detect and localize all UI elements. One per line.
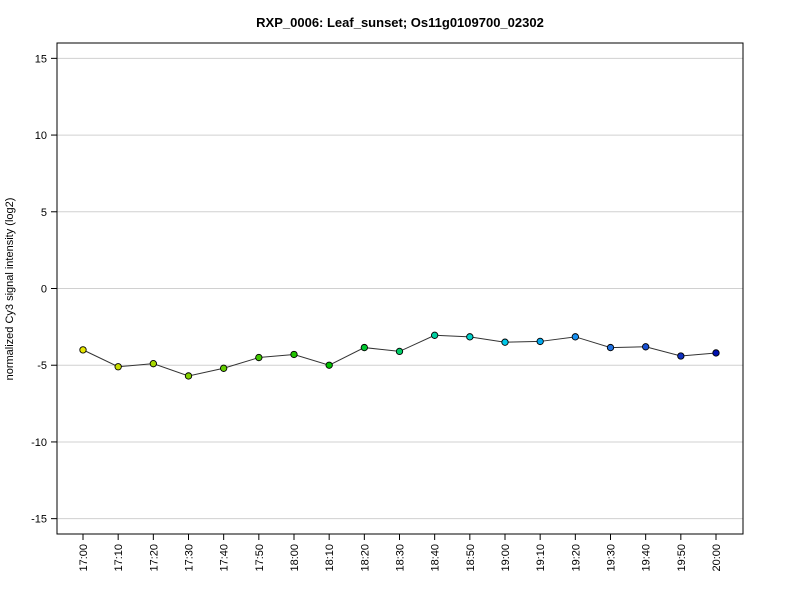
y-tick-label: 10 — [35, 130, 47, 142]
data-point — [220, 364, 228, 372]
x-tick-label: 17:10 — [113, 544, 125, 572]
x-tick-label: 17:40 — [219, 544, 231, 572]
chart-title: RXP_0006: Leaf_sunset; Os11g0109700_0230… — [256, 15, 544, 30]
data-point — [642, 343, 650, 351]
x-tick-label: 18:50 — [465, 544, 477, 572]
data-point — [360, 343, 368, 352]
data-point — [325, 361, 333, 369]
data-point — [501, 338, 509, 346]
x-tick-label: 20:00 — [711, 544, 723, 572]
series-line — [82, 334, 717, 377]
data-point — [712, 349, 720, 357]
data-point — [571, 333, 579, 341]
data-point — [184, 372, 193, 380]
data-point — [677, 352, 685, 360]
data-point — [466, 333, 474, 341]
data-point — [536, 337, 544, 346]
data-point — [395, 347, 404, 356]
data-point — [606, 343, 615, 352]
y-axis-label: normalized Cy3 signal intensity (log2) — [4, 198, 16, 381]
y-axis: -15 -10 -5 0 5 10 15 — [31, 53, 57, 526]
data-point — [79, 346, 87, 354]
y-tick-label: -5 — [37, 360, 47, 372]
x-tick-label: 19:10 — [535, 544, 547, 572]
data-point — [290, 350, 298, 359]
x-tick-label: 18:30 — [395, 544, 407, 572]
data-point — [431, 331, 439, 339]
x-tick-label: 18:10 — [324, 544, 336, 572]
y-tick-label: -10 — [31, 437, 47, 449]
gridlines — [57, 57, 743, 520]
y-tick-label: 0 — [41, 284, 47, 296]
data-line — [82, 334, 717, 377]
y-tick-label: -15 — [31, 514, 47, 526]
x-tick-label: 18:40 — [430, 544, 442, 572]
y-tick-label: 5 — [41, 207, 47, 219]
x-tick-label: 18:20 — [359, 544, 371, 572]
x-tick-label: 17:50 — [254, 544, 266, 572]
data-point — [255, 353, 263, 362]
x-axis: 17:00 17:10 17:20 17:30 17:40 17:50 18:00 18:10… — [78, 534, 723, 572]
x-tick-label: 19:40 — [641, 544, 653, 572]
x-tick-label: 19:00 — [500, 544, 512, 572]
x-tick-label: 19:50 — [676, 544, 688, 572]
x-tick-label: 17:00 — [78, 544, 90, 572]
x-tick-label: 17:30 — [184, 544, 196, 572]
x-tick-label: 19:20 — [570, 544, 582, 572]
data-point — [149, 360, 157, 368]
x-tick-label: 18:00 — [289, 544, 301, 572]
y-tick-label: 15 — [35, 53, 47, 65]
data-point — [114, 363, 122, 371]
x-tick-label: 19:30 — [606, 544, 618, 572]
x-tick-label: 17:20 — [148, 544, 160, 572]
series-points — [79, 331, 720, 380]
